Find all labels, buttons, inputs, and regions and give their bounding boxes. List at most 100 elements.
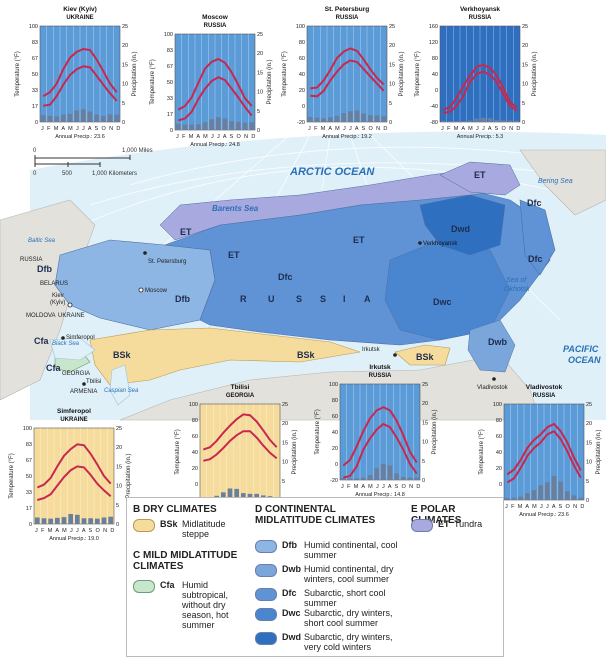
black-sea-label: Black Sea bbox=[52, 341, 80, 347]
okhotsk-label-1: Sea of bbox=[506, 277, 527, 284]
precip-tick-label: 10 bbox=[586, 460, 592, 466]
precip-axis-label: Precipitation (in.) bbox=[596, 429, 602, 474]
temp-tick-label: 60 bbox=[299, 56, 305, 62]
climate-label-et-1: ET bbox=[180, 227, 192, 237]
precip-tick-label: 10 bbox=[522, 82, 528, 88]
precip-bar bbox=[571, 495, 577, 500]
temp-tick-label: 80 bbox=[192, 418, 198, 424]
precip-bar bbox=[196, 124, 201, 130]
precip-bar bbox=[87, 111, 93, 122]
climograph-svg: VladivostokRUSSIA-2002040608010005101520… bbox=[479, 384, 602, 518]
vladivostok-dot bbox=[492, 377, 496, 381]
alaska-land bbox=[519, 149, 606, 216]
precip-bar bbox=[511, 497, 517, 500]
climograph-country: RUSSIA bbox=[469, 15, 492, 21]
precip-tick-label: 5 bbox=[586, 479, 589, 485]
russia-letter-s1: S bbox=[296, 294, 302, 304]
temp-tick-label: 50 bbox=[167, 80, 173, 86]
precip-tick-label: 10 bbox=[422, 440, 428, 446]
kamchatka-region bbox=[519, 199, 556, 276]
temp-tick-label: 33 bbox=[26, 490, 32, 496]
precip-bar bbox=[518, 496, 523, 500]
precip-tick-label: 0 bbox=[422, 478, 425, 484]
temp-tick-label: 83 bbox=[167, 48, 173, 54]
low-temp-line bbox=[203, 430, 278, 462]
precip-bar bbox=[202, 122, 208, 130]
temp-tick-label: 33 bbox=[32, 88, 38, 94]
precip-tick-label: 25 bbox=[422, 382, 428, 388]
precip-bar bbox=[387, 465, 393, 480]
climograph-title: Tbilisi bbox=[231, 384, 250, 391]
verkhoyansk-dot bbox=[418, 241, 422, 245]
ukraine-label: UKRAINE bbox=[58, 313, 85, 319]
climograph-verkhoyansk: Verkhoyansk RUSSIA -80 -40 0 40 80 120 160 0 5 10 15… bbox=[410, 4, 540, 144]
kiev-dot bbox=[67, 302, 73, 308]
climograph-title: Moscow bbox=[202, 14, 229, 21]
pacific-label-1: PACIFIC bbox=[563, 344, 599, 354]
temp-tick-label: 100 bbox=[23, 426, 32, 432]
climograph-title: St. Petersburg bbox=[325, 6, 369, 13]
climograph-vladivostok: VladivostokRUSSIA-2002040608010005101520… bbox=[474, 382, 604, 522]
precip-tick-label: 0 bbox=[522, 120, 525, 126]
bsk-swatch bbox=[133, 519, 155, 532]
precip-tick-label: 0 bbox=[116, 522, 119, 528]
temp-tick-label: 100 bbox=[493, 402, 502, 408]
kiev-alt-label: (Kyiv) bbox=[50, 300, 65, 306]
precip-tick-label: 15 bbox=[257, 70, 263, 76]
precip-tick-label: 25 bbox=[522, 24, 528, 30]
climograph-country: GEORGIA bbox=[226, 393, 255, 399]
annual-precip: Annual Precip.: 5.3 bbox=[457, 134, 503, 140]
dfb-swatch bbox=[255, 540, 277, 553]
temp-tick-label: 60 bbox=[332, 414, 338, 420]
climograph-svg: Irkutsk RUSSIA -20 0 20 40 60 80 100 0 5 10 15 20 25 J … bbox=[315, 364, 438, 498]
moscow-dot bbox=[138, 287, 144, 293]
cfa-desc: Humid subtropical, without dry season, h… bbox=[182, 580, 229, 630]
russia-small-label: RUSSIA bbox=[20, 257, 42, 263]
dwc-desc: Subarctic, dry winters, short cool summe… bbox=[304, 608, 393, 628]
precip-bar bbox=[254, 493, 259, 500]
precip-bar bbox=[347, 478, 353, 480]
scale-km-500: 500 bbox=[62, 171, 73, 177]
climograph-moscow: Moscow RUSSIA 0 17 33 50 67 83 100 0 5 10 15 20 25 J F … bbox=[145, 12, 275, 152]
precip-axis-label: Precipitation (in.) bbox=[292, 429, 298, 474]
dwb-desc: Humid continental, dry winters, cool sum… bbox=[304, 564, 394, 584]
precip-bar bbox=[394, 473, 399, 480]
okhotsk-label-2: Okhotsk bbox=[504, 286, 530, 293]
precip-bar bbox=[414, 477, 419, 480]
climate-label-dwc: Dwc bbox=[433, 297, 452, 307]
precip-tick-label: 20 bbox=[257, 51, 263, 57]
annual-precip: Annual Precip.: 24.8 bbox=[190, 142, 240, 148]
precip-tick-label: 25 bbox=[257, 32, 263, 38]
high-temp-line bbox=[202, 413, 278, 451]
temp-tick-label: 100 bbox=[329, 382, 338, 388]
precip-bar bbox=[308, 117, 313, 122]
climograph-title: Verkhoyansk bbox=[460, 6, 500, 13]
month-labels: J F M A M J J A S O N D bbox=[41, 126, 121, 132]
precip-bar bbox=[531, 490, 537, 500]
annual-precip: Annual Precip.: 23.6 bbox=[55, 134, 105, 140]
caspian-sea bbox=[109, 364, 131, 406]
russia-letter-r: R bbox=[240, 294, 247, 304]
precip-tick-label: 25 bbox=[282, 402, 288, 408]
climate-label-et-4: ET bbox=[474, 170, 486, 180]
dwd-region bbox=[419, 194, 506, 256]
temp-tick-label: 0 bbox=[335, 462, 338, 468]
precip-bar bbox=[75, 514, 80, 524]
temp-tick-label: 20 bbox=[496, 466, 502, 472]
low-temp-line bbox=[178, 76, 253, 122]
precip-bar bbox=[578, 497, 583, 500]
climate-label-et-3: ET bbox=[353, 235, 365, 245]
climograph-country: RUSSIA bbox=[204, 23, 227, 29]
temp-tick-label: 60 bbox=[496, 434, 502, 440]
precip-bar bbox=[107, 114, 113, 122]
precip-bar bbox=[249, 122, 254, 130]
precip-bar bbox=[374, 115, 380, 122]
climograph-svg: Simferopol UKRAINE 0 17 33 50 67 83 100 0 5 10 15 20 2… bbox=[9, 408, 132, 542]
scale-bar bbox=[34, 155, 131, 167]
precip-bar bbox=[61, 517, 67, 524]
et-code: ET bbox=[438, 519, 450, 529]
temp-tick-label: 80 bbox=[496, 418, 502, 424]
precip-bar bbox=[514, 120, 519, 122]
precip-bar bbox=[467, 120, 473, 122]
russia-letter-s2: S bbox=[320, 294, 326, 304]
